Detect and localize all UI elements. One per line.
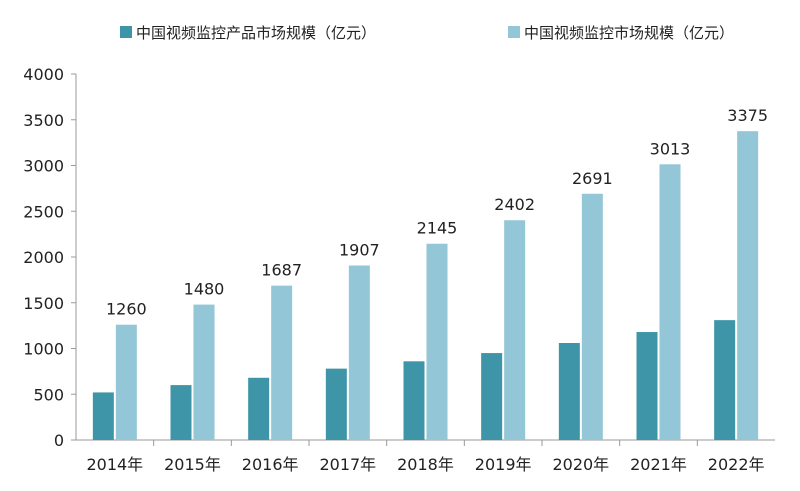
bar-series1 <box>170 385 192 440</box>
bar-series1 <box>558 343 580 440</box>
data-label: 1907 <box>339 241 380 260</box>
legend-label-product-market: 中国视频监控产品市场规模（亿元） <box>136 24 376 42</box>
legend-item-total-market: 中国视频监控市场规模（亿元） <box>508 24 734 42</box>
x-tick-label: 2014年 <box>86 455 143 474</box>
bar-series1 <box>481 353 503 440</box>
y-tick-label: 2000 <box>23 248 64 267</box>
x-tick-label: 2019年 <box>475 455 532 474</box>
y-tick-label: 3500 <box>23 111 64 130</box>
data-label: 2145 <box>417 219 458 238</box>
bar-series2 <box>348 265 370 440</box>
data-label: 1260 <box>106 300 147 319</box>
x-tick-label: 2022年 <box>708 455 765 474</box>
bar-series1 <box>403 361 425 440</box>
bar-series2 <box>193 304 215 440</box>
y-tick-label: 3000 <box>23 157 64 176</box>
x-tick-label: 2016年 <box>242 455 299 474</box>
y-tick-label: 1500 <box>23 294 64 313</box>
x-tick-label: 2018年 <box>397 455 454 474</box>
legend: 中国视频监控产品市场规模（亿元） 中国视频监控市场规模（亿元） <box>120 24 734 42</box>
x-tick-label: 2021年 <box>630 455 687 474</box>
bar-series2 <box>504 220 526 440</box>
data-label: 1687 <box>261 261 302 280</box>
bar-series2 <box>737 131 759 440</box>
legend-swatch-total-market <box>508 26 520 38</box>
y-tick-label: 500 <box>33 385 64 404</box>
data-label: 3375 <box>727 106 768 125</box>
y-tick-label: 4000 <box>23 65 64 84</box>
y-tick-label: 2500 <box>23 202 64 221</box>
x-tick-label: 2017年 <box>319 455 376 474</box>
x-tick-label: 2020年 <box>552 455 609 474</box>
bar-series2 <box>426 243 448 440</box>
bar-series2 <box>271 285 293 440</box>
y-tick-label: 1000 <box>23 340 64 359</box>
y-tick-label: 0 <box>54 431 64 450</box>
data-label: 1480 <box>184 280 225 299</box>
data-label: 2691 <box>572 169 613 188</box>
bar-series1 <box>92 392 114 440</box>
bar-series2 <box>659 164 681 441</box>
x-tick-label: 2015年 <box>164 455 221 474</box>
data-label: 3013 <box>650 139 691 158</box>
plot-area: 0 500 1000 1500 2000 2500 3000 3500 4000 2014年 126… <box>23 65 775 474</box>
bar-series1 <box>325 368 347 440</box>
data-label: 2402 <box>494 195 535 214</box>
bar-series1 <box>714 320 736 440</box>
bar-series2 <box>115 324 137 440</box>
legend-swatch-product-market <box>120 26 132 38</box>
legend-item-product-market: 中国视频监控产品市场规模（亿元） <box>120 24 376 42</box>
bar-series1 <box>636 332 658 440</box>
legend-label-total-market: 中国视频监控市场规模（亿元） <box>524 24 734 42</box>
bar-series1 <box>248 377 270 440</box>
bar-series2 <box>581 193 603 440</box>
